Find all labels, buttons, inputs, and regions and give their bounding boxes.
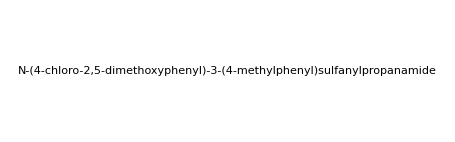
Text: N-(4-chloro-2,5-dimethoxyphenyl)-3-(4-methylphenyl)sulfanylpropanamide: N-(4-chloro-2,5-dimethoxyphenyl)-3-(4-me… xyxy=(18,66,437,76)
